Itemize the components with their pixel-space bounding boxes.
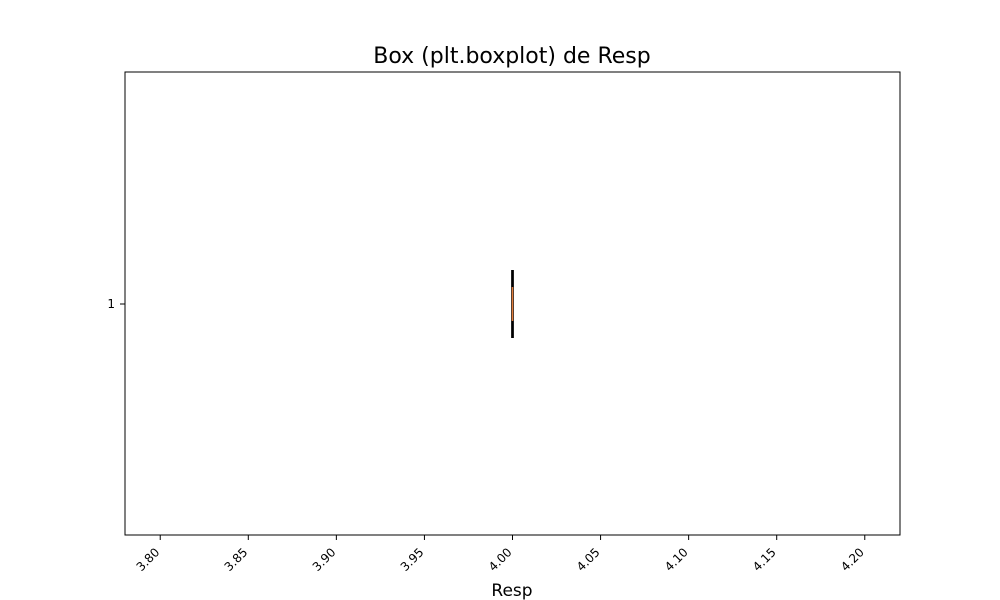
x-tick-label: 3.85 bbox=[222, 545, 251, 574]
x-tick-label: 4.10 bbox=[662, 545, 691, 574]
x-axis-label: Resp bbox=[491, 581, 532, 600]
x-tick-label: 4.15 bbox=[750, 545, 779, 574]
x-tick-label: 3.80 bbox=[134, 545, 163, 574]
y-tick-label: 1 bbox=[107, 297, 115, 311]
x-tick-label: 3.95 bbox=[398, 545, 427, 574]
x-axis-ticks: 3.80 3.85 3.90 3.95 4.00 4.05 4.10 4.15 4.20 bbox=[134, 535, 867, 574]
chart-title: Box (plt.boxplot) de Resp bbox=[373, 44, 650, 69]
x-tick-label: 4.00 bbox=[486, 545, 515, 574]
y-axis-ticks: 1 bbox=[107, 297, 125, 311]
x-tick-label: 3.90 bbox=[310, 545, 339, 574]
x-tick-label: 4.05 bbox=[574, 545, 603, 574]
x-tick-label: 4.20 bbox=[838, 545, 867, 574]
